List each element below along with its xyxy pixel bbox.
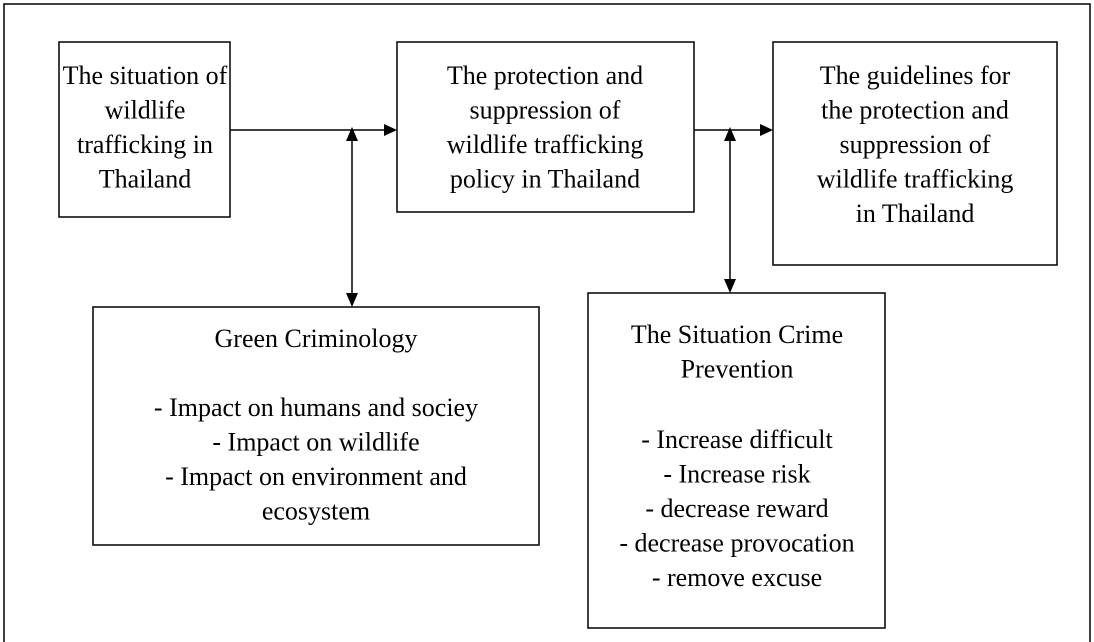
node-title: The Situation Crime xyxy=(631,320,843,349)
node-title: Prevention xyxy=(681,354,794,383)
node-text: wildlife trafficking xyxy=(447,130,644,159)
node-text: - Impact on wildlife xyxy=(212,427,419,456)
node-text: The guidelines for xyxy=(820,61,1011,90)
node-text: wildlife xyxy=(105,95,186,124)
node-text: The situation of xyxy=(63,61,228,90)
node-text: suppression of xyxy=(470,95,621,124)
node-box xyxy=(396,41,695,213)
node-text: suppression of xyxy=(840,130,991,159)
node-text: - Increase risk xyxy=(663,459,810,488)
node-text: in Thailand xyxy=(856,199,975,228)
node-box xyxy=(58,41,231,218)
frame xyxy=(3,3,1091,642)
node-text: - decrease reward xyxy=(645,494,828,523)
node-text: trafficking in xyxy=(77,130,213,159)
arrowhead xyxy=(346,127,358,141)
node-box xyxy=(772,41,1058,266)
arrowhead xyxy=(384,124,397,136)
node-text: ecosystem xyxy=(262,496,370,525)
node-text: - Increase difficult xyxy=(641,425,833,454)
node-text: Thailand xyxy=(99,164,191,193)
arrowhead xyxy=(724,279,736,293)
node-text: - Impact on environment and xyxy=(165,462,467,491)
arrowhead xyxy=(346,293,358,307)
node-text: The protection and xyxy=(447,61,643,90)
node-text: policy in Thailand xyxy=(450,164,640,193)
node-box xyxy=(587,292,886,629)
node-text: - Impact on humans and sociey xyxy=(154,393,478,422)
arrowhead xyxy=(760,124,773,136)
node-title: Green Criminology xyxy=(215,324,418,353)
node-text: - decrease provocation xyxy=(619,528,854,557)
arrowhead xyxy=(724,127,736,141)
node-text: wildlife trafficking xyxy=(817,164,1014,193)
node-text: the protection and xyxy=(821,95,1009,124)
node-box xyxy=(92,306,540,546)
node-text: - remove excuse xyxy=(652,563,822,592)
